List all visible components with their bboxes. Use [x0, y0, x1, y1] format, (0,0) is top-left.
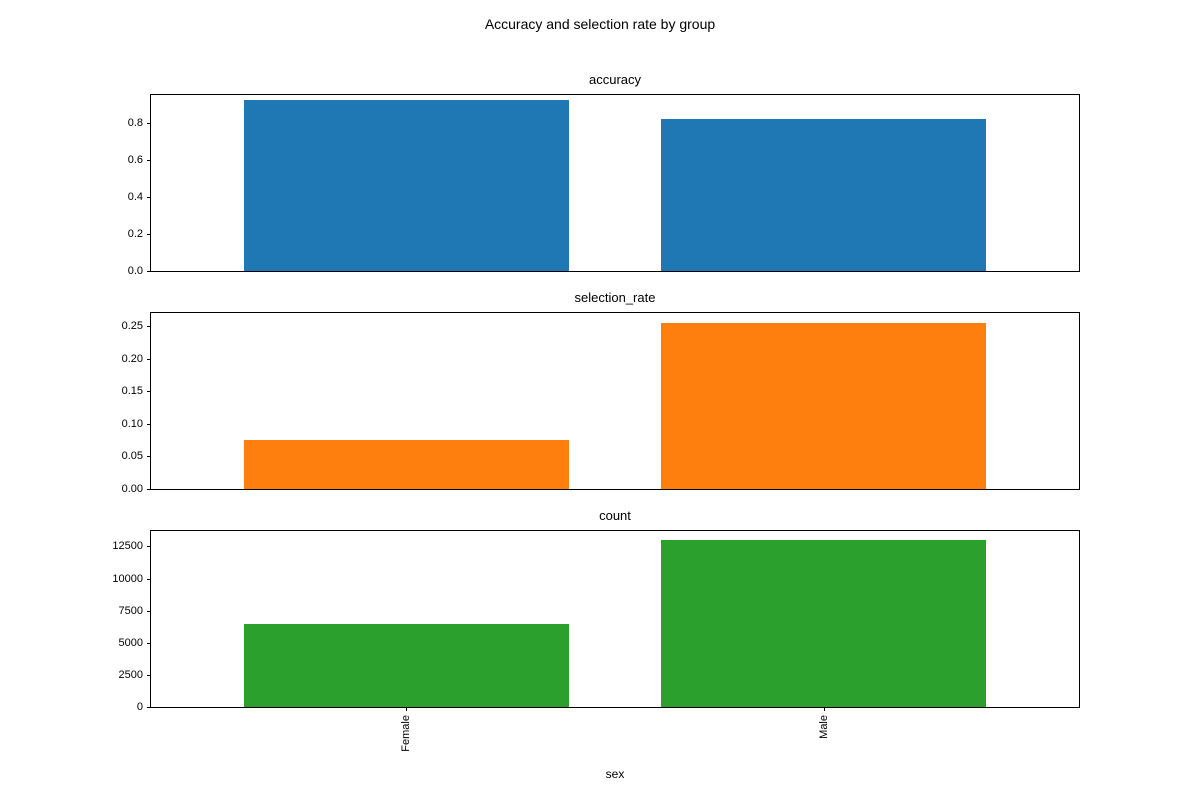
ytick-label: 0.10 [122, 418, 151, 430]
plot-area: 0.000.050.100.150.200.25 [150, 312, 1080, 490]
x-axis-label: sex [151, 767, 1079, 781]
bar-Male [661, 119, 986, 271]
ytick-label: 0.8 [128, 117, 151, 129]
ytick-label: 0.15 [122, 385, 151, 397]
ytick-label: 0.00 [122, 483, 151, 495]
bar-Female [244, 440, 569, 489]
plot-area: 02500500075001000012500FemaleMalesex [150, 530, 1080, 708]
ytick-label: 0.0 [128, 265, 151, 277]
bar-Male [661, 540, 986, 707]
plot-area: 0.00.20.40.60.8 [150, 94, 1080, 272]
bar-Female [244, 100, 569, 271]
panel-selection_rate: selection_rate0.000.050.100.150.200.25 [150, 312, 1080, 490]
ytick-label: 0.4 [128, 191, 151, 203]
panel-title: selection_rate [150, 290, 1080, 305]
ytick-label: 0.6 [128, 154, 151, 166]
ytick-label: 10000 [112, 573, 151, 585]
ytick-label: 0 [137, 701, 151, 713]
panel-title: count [150, 508, 1080, 523]
ytick-label: 7500 [119, 605, 151, 617]
ytick-label: 2500 [119, 669, 151, 681]
ytick-label: 0.20 [122, 353, 151, 365]
figure-suptitle: Accuracy and selection rate by group [0, 16, 1200, 32]
panel-accuracy: accuracy0.00.20.40.60.8 [150, 94, 1080, 272]
ytick-label: 12500 [112, 540, 151, 552]
ytick-label: 5000 [119, 637, 151, 649]
ytick-label: 0.05 [122, 450, 151, 462]
bar-Female [244, 624, 569, 708]
xtick-label-Male: Male [818, 707, 830, 739]
bar-Male [661, 323, 986, 489]
panel-title: accuracy [150, 72, 1080, 87]
panel-count: count02500500075001000012500FemaleMalese… [150, 530, 1080, 708]
figure: Accuracy and selection rate by group acc… [0, 0, 1200, 800]
xtick-label-Female: Female [400, 707, 412, 752]
ytick-label: 0.2 [128, 228, 151, 240]
ytick-label: 0.25 [122, 320, 151, 332]
